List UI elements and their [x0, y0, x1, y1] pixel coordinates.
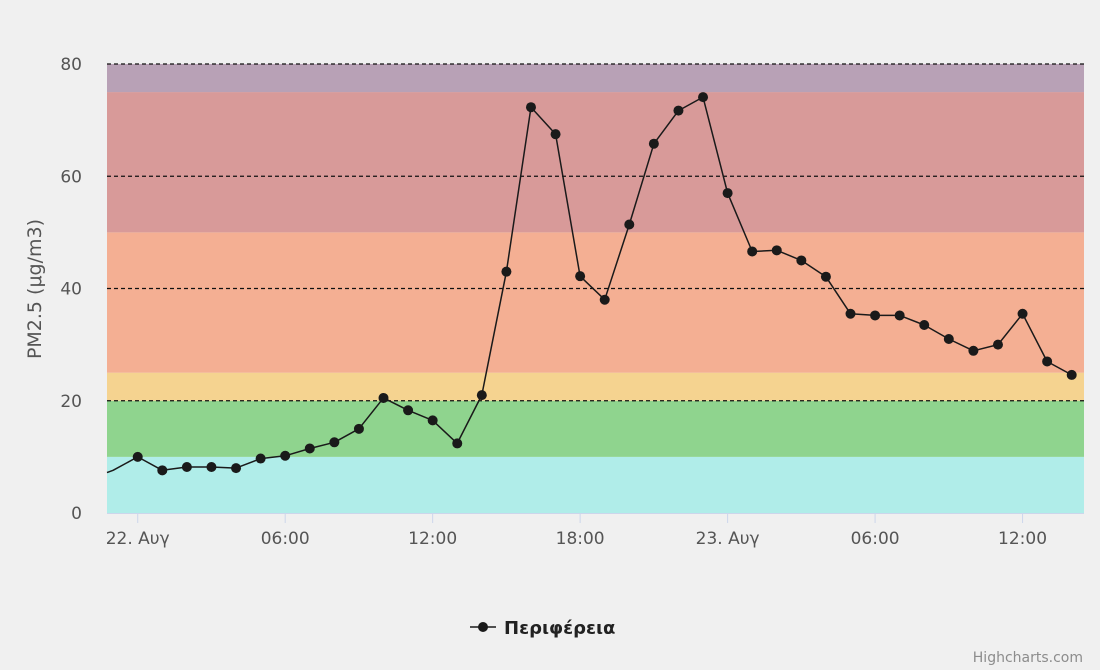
data-point-20: [575, 271, 586, 282]
data-point-36: [968, 345, 979, 356]
x-tick-label-3: 18:00: [556, 529, 605, 549]
grid-lines: [107, 63, 1084, 402]
data-point-10: [329, 437, 340, 448]
data-point-29: [796, 255, 807, 266]
series-area: [106, 92, 1077, 476]
x-tick-label-0: 22. Αυγ: [106, 529, 170, 549]
plot-band-0: [107, 456, 1084, 513]
data-point-12: [378, 392, 389, 403]
data-point-38: [1017, 308, 1028, 319]
data-point-27: [747, 246, 758, 257]
y-tick-label-0: 0: [71, 504, 82, 524]
data-point-35: [943, 334, 954, 345]
data-point-32: [870, 310, 881, 321]
y-tick-label-60: 60: [60, 167, 82, 187]
y-tick-label-80: 80: [60, 55, 82, 75]
y-axis: 0 20 40 60 80: [60, 55, 82, 524]
data-point-9: [304, 443, 315, 454]
data-point-26: [722, 188, 733, 199]
plot-band-2: [107, 372, 1084, 401]
data-point-15: [452, 438, 463, 449]
data-point-13: [403, 405, 414, 416]
x-tick-label-6: 12:00: [998, 529, 1047, 549]
data-point-21: [599, 294, 610, 305]
data-point-24: [673, 105, 684, 116]
data-point-22: [624, 219, 635, 230]
x-tick-label-5: 06:00: [851, 529, 900, 549]
data-point-11: [353, 423, 364, 434]
data-point-18: [525, 102, 536, 113]
plot-band-3: [107, 232, 1084, 373]
y-tick-label-20: 20: [60, 392, 82, 412]
data-point-4: [181, 461, 192, 472]
data-point-25: [698, 92, 709, 103]
data-point-5: [206, 461, 217, 472]
data-point-7: [255, 453, 266, 464]
data-point-17: [501, 266, 512, 277]
data-point-31: [845, 308, 856, 319]
x-tick-label-1: 06:00: [261, 529, 310, 549]
plot-band-1: [107, 400, 1084, 457]
plot-band-5: [107, 64, 1084, 93]
y-axis-title: PM2.5 (μg/m3): [24, 219, 46, 359]
legend-point-marker: [478, 622, 488, 632]
y-tick-label-40: 40: [60, 280, 82, 300]
data-point-16: [476, 390, 487, 401]
data-point-23: [648, 138, 659, 149]
data-point-30: [820, 271, 831, 282]
plot-band-4: [107, 92, 1084, 233]
credits-link[interactable]: Highcharts.com: [973, 650, 1083, 666]
legend[interactable]: Περιφέρεια: [470, 618, 615, 639]
data-point-28: [771, 245, 782, 256]
plot-bands: [107, 64, 1084, 513]
data-point-19: [550, 129, 561, 140]
x-axis: 22. Αυγ 06:00 12:00 18:00 23. Αυγ 06:00 12:00: [106, 513, 1084, 549]
data-point-8: [280, 450, 291, 461]
data-point-40: [1066, 369, 1077, 380]
data-point-3: [157, 465, 168, 476]
data-point-14: [427, 415, 438, 426]
data-point-34: [919, 319, 930, 330]
data-point-2: [132, 451, 143, 462]
x-tick-label-4: 23. Αυγ: [696, 529, 760, 549]
data-point-39: [1042, 356, 1053, 367]
data-point-6: [231, 463, 242, 474]
data-point-33: [894, 310, 905, 321]
data-point-37: [992, 339, 1003, 350]
x-tick-label-2: 12:00: [408, 529, 457, 549]
legend-label: Περιφέρεια: [504, 618, 615, 639]
